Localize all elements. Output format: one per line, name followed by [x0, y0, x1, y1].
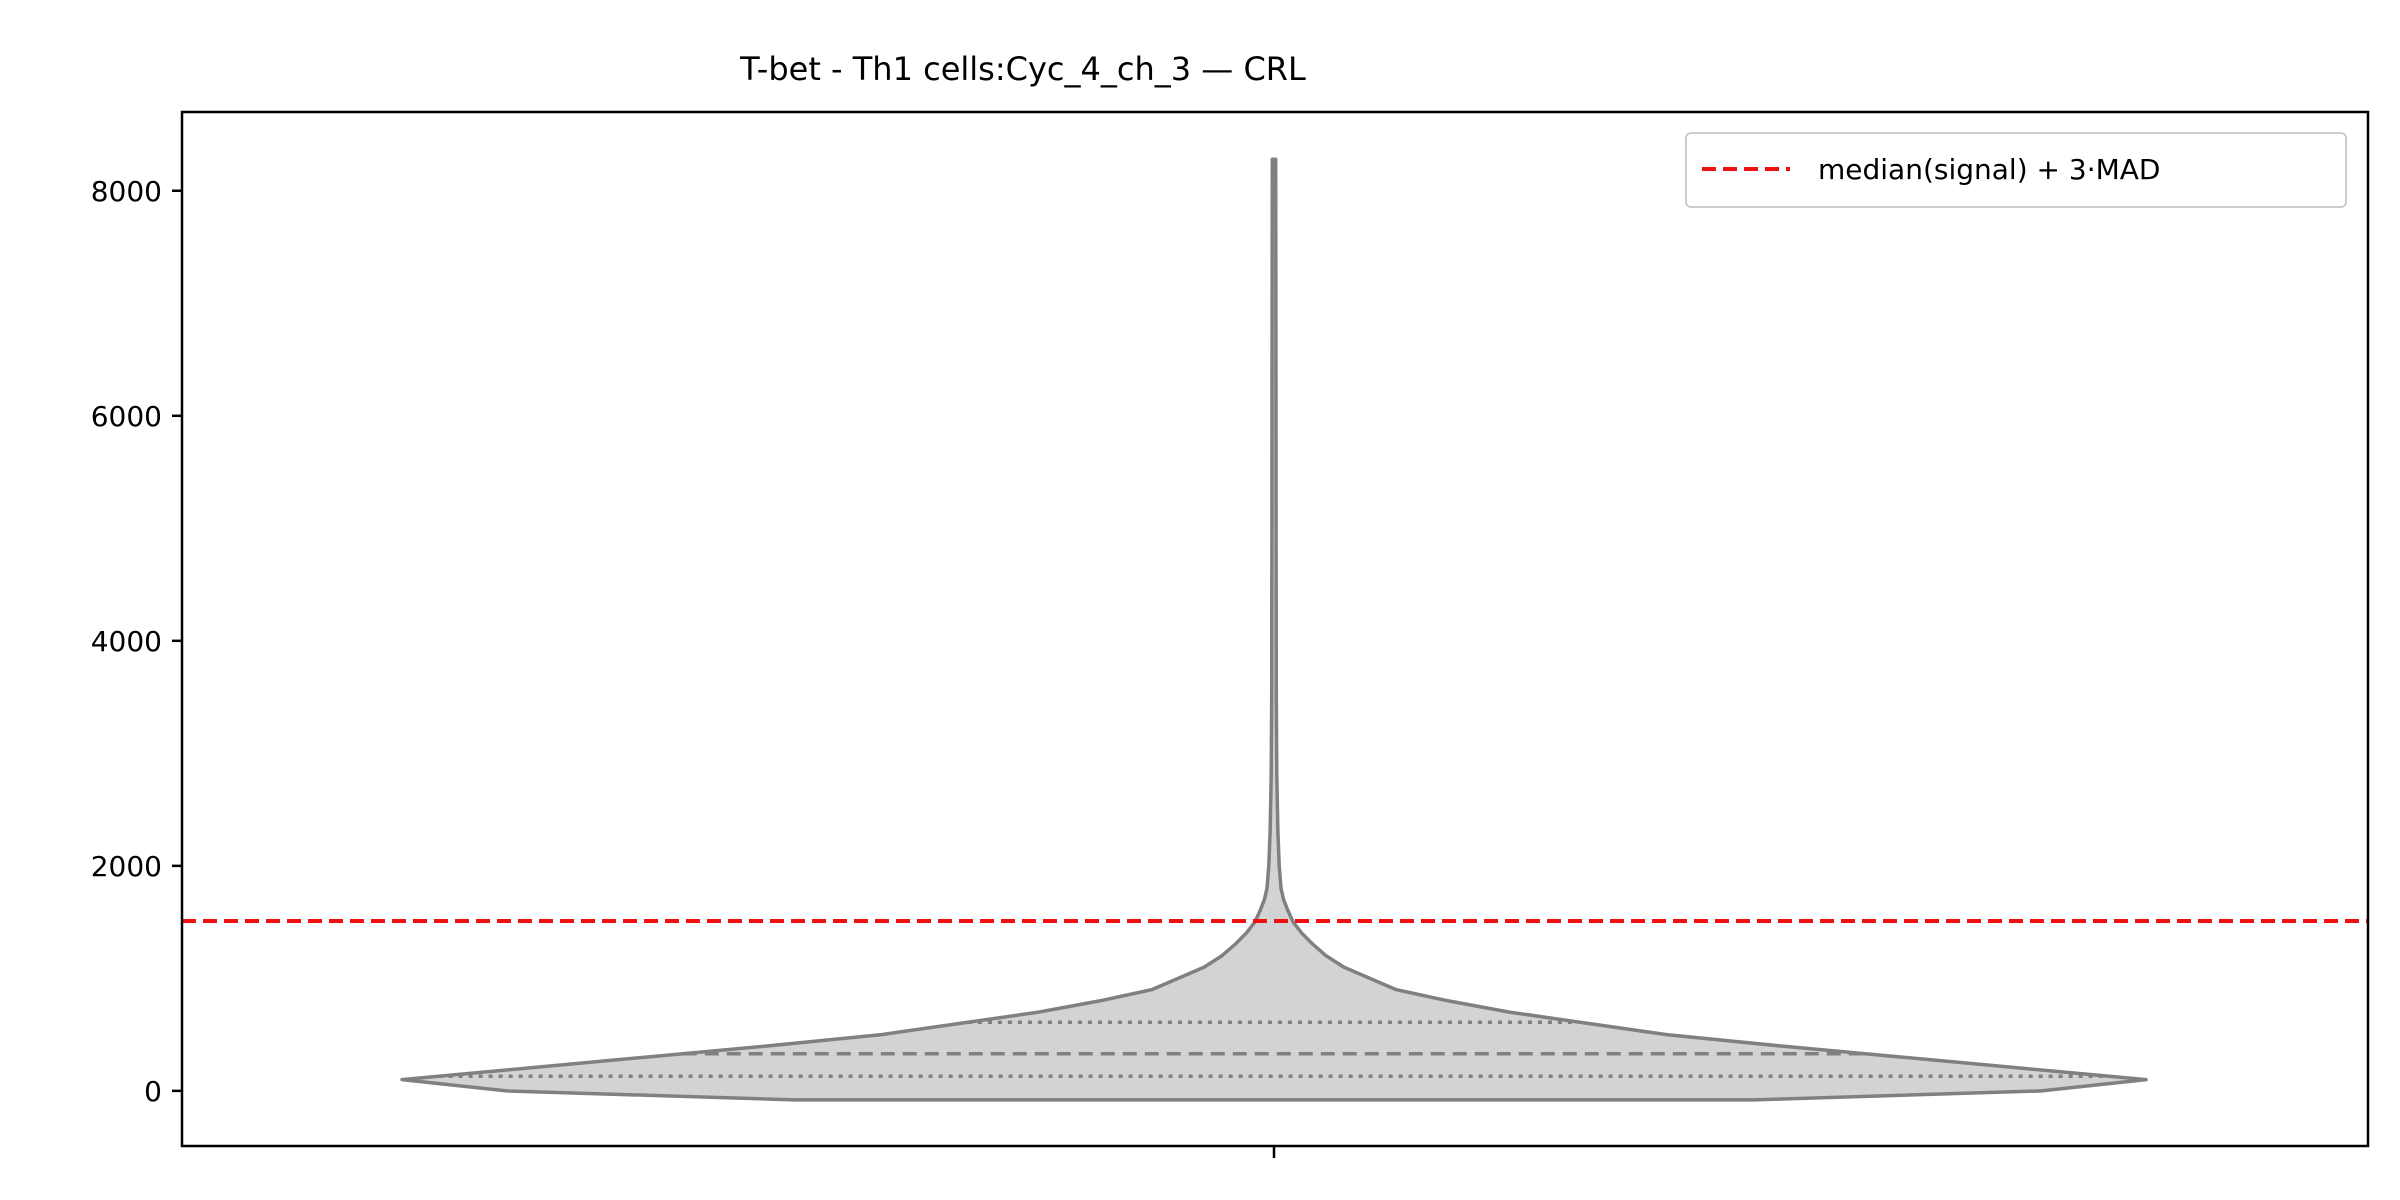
- violin-body: [400, 157, 2148, 1102]
- y-tick-label: 6000: [91, 400, 162, 433]
- axes: 0 2000 4000 6000 8000: [91, 110, 2370, 1158]
- y-tick-label: 8000: [91, 175, 162, 208]
- y-tick-label: 0: [144, 1075, 162, 1108]
- y-tick-label: 2000: [91, 850, 162, 883]
- legend-box: [1685, 132, 2347, 208]
- legend-label-threshold: median(signal) + 3·MAD: [1818, 153, 2160, 186]
- y-tick-label: 4000: [91, 625, 162, 658]
- plot-area: [182, 157, 2368, 1102]
- chart-title: T-bet - Th1 cells:Cyc_4_ch_3 — CRL: [739, 50, 1306, 88]
- legend: median(signal) + 3·MAD: [1685, 132, 2347, 208]
